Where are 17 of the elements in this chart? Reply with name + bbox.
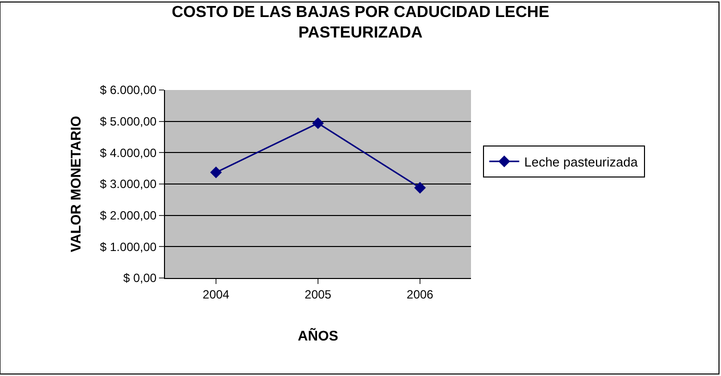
y-tick-label: $ 2.000,00: [100, 208, 157, 223]
y-tick-label: $ 3.000,00: [100, 177, 157, 192]
point: [210, 166, 222, 178]
point: [414, 182, 426, 194]
y-tick-label: $ 4.000,00: [100, 146, 157, 160]
x-axis-title: AÑOS: [298, 328, 338, 344]
y-tick-label: $ 6.000,00: [100, 83, 157, 98]
x-tick-label: 2006: [406, 287, 434, 302]
y-tick-label: $ 1.000,00: [100, 240, 157, 254]
x-tick-label: 2005: [304, 287, 332, 302]
point: [312, 117, 324, 130]
y-tick-label: $ 0,00: [123, 271, 157, 286]
x-tick-label: 2004: [202, 287, 230, 302]
legend-label: Leche pasteurizada: [524, 154, 638, 170]
chart-title: COSTO DE LAS BAJAS POR CADUCIDAD LECHE PASTEURIZADA: [172, 4, 550, 42]
y-axis-title: VALOR MONETARIO: [67, 116, 84, 252]
y-tick-label: $ 5.000,00: [100, 114, 157, 129]
